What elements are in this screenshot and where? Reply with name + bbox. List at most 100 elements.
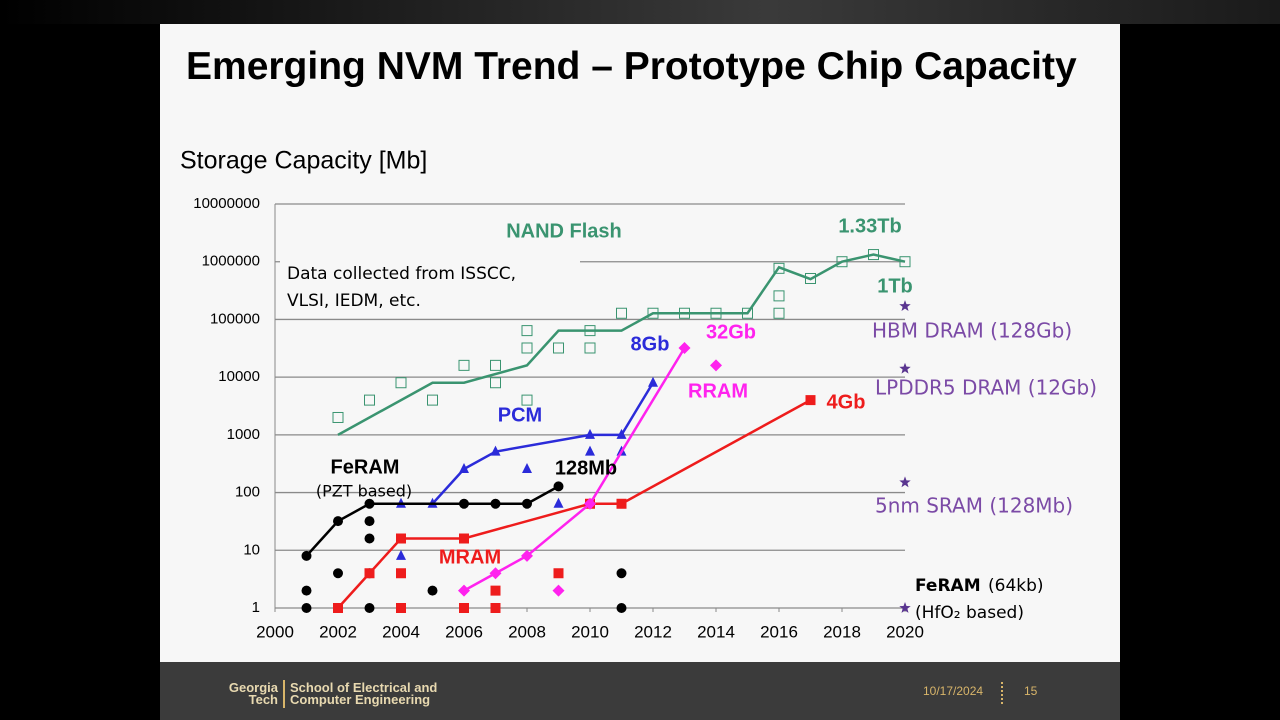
data-point [899,256,911,268]
data-point [522,463,532,474]
data-point [396,533,406,544]
data-point [332,411,344,423]
data-point [805,395,816,406]
y-tick-label: 100 [235,484,260,501]
x-tick-label: 2006 [445,622,483,641]
annotation: FeRAM [915,576,981,596]
data-point [364,516,375,527]
data-point [521,342,533,354]
data-point [490,359,501,371]
annotation: 128Mb [555,457,617,479]
data-point [333,603,343,613]
data-point [364,568,375,579]
data-point [364,394,375,406]
data-point [616,603,627,613]
data-point [301,603,312,613]
data-point [742,307,753,319]
data-point [553,481,564,492]
data-point [459,533,469,544]
slide-title: Emerging NVM Trend – Prototype Chip Capa… [186,45,1077,88]
data-point [395,377,407,389]
reference-label: 5nm SRAM (128Mb) [875,494,1073,518]
data-point [427,394,438,406]
y-tick-label: 1000000 [202,253,260,270]
y-tick-label: 1000 [227,426,260,443]
y-tick-label: 1 [252,599,260,616]
data-point [490,377,501,389]
data-point [396,568,406,579]
series-label: MRAM [439,546,501,568]
x-tick-label: 2012 [634,622,672,641]
school-name: School of Electrical and Computer Engine… [290,680,438,707]
series-label: PCM [498,404,542,426]
series-label: RRAM [688,380,748,402]
annotation: (HfO₂ based) [915,603,1024,623]
annotation: 1.33Tb [838,215,901,237]
data-point [333,516,343,527]
series-label: NAND Flash [506,220,622,242]
data-point [584,342,596,354]
data-point [490,498,501,509]
data-point [458,584,470,597]
y-tick-label: 10000 [218,368,260,385]
school-line: School of Electrical and [290,680,438,695]
annotation: VLSI, IEDM, etc. [287,291,421,311]
data-point [521,325,533,337]
x-tick-label: 2002 [319,622,357,641]
data-point [364,498,375,509]
annotation: 8Gb [631,333,670,355]
reference-point [899,602,911,613]
data-point [679,307,690,319]
data-point [459,463,469,474]
trend-line [337,253,906,436]
data-point [678,341,691,354]
data-point [648,376,658,387]
reference-point [899,362,911,374]
top-bar [0,0,1280,24]
data-point [522,498,532,509]
reference-point [899,476,911,488]
data-point [616,428,627,439]
x-tick-label: 2018 [823,622,861,641]
side-margin [0,24,160,720]
school-line: Computer Engineering [290,692,431,707]
data-point [616,498,627,509]
data-point [773,290,785,302]
data-point [458,359,470,371]
reference-label: HBM DRAM (128Gb) [872,319,1072,343]
date: 10/17/2024 [923,684,984,698]
data-point [868,249,879,261]
annotation: 4Gb [827,391,866,413]
x-tick-label: 2020 [886,622,924,641]
data-point [805,272,816,284]
data-point [490,603,501,613]
data-point [553,342,564,354]
data-point [333,568,343,579]
data-point [489,567,502,580]
footer: Georgia Tech School of Electrical and Co… [160,662,1120,720]
data-point [585,428,595,439]
data-point [490,445,501,456]
x-tick-label: 2008 [508,622,546,641]
annotation: Data collected from ISSCC, [287,264,516,284]
data-point [427,585,438,596]
data-point [553,497,564,508]
y-tick-label: 10 [243,541,260,558]
annotation: 32Gb [706,321,756,343]
data-point [710,359,722,372]
data-point [647,307,659,319]
data-point [773,262,785,274]
data-point [364,533,375,544]
side-margin [1120,24,1280,720]
data-point [301,585,312,596]
y-tick-label: 10000000 [193,195,260,212]
note-box [280,256,580,316]
data-point [459,498,469,509]
x-tick-label: 2004 [382,622,420,641]
logo-divider [283,680,285,708]
annotation: (64kb) [988,576,1044,596]
x-tick-label: 2010 [571,622,609,641]
data-point [521,549,533,562]
